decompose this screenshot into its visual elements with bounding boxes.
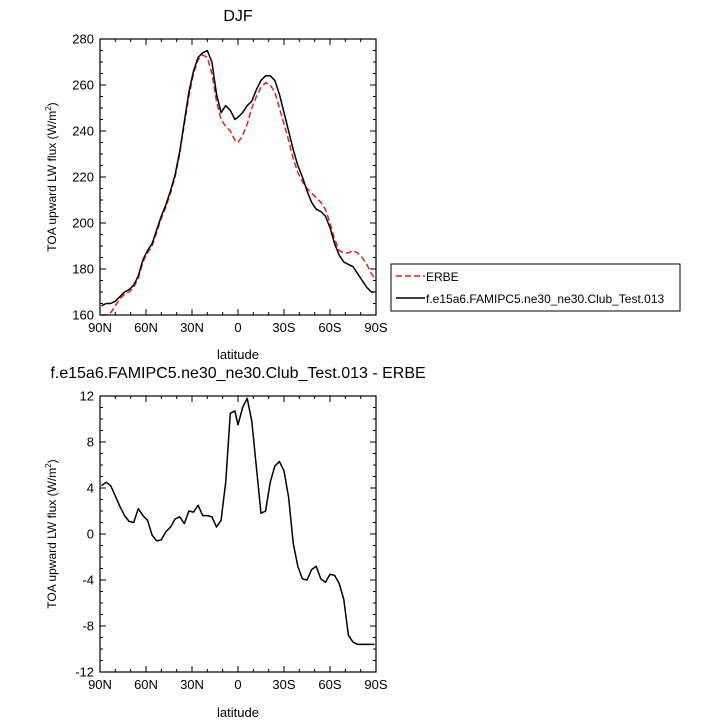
bottom-panel-frame [99,395,377,673]
bottom-panel-x-tick-label: 30S [272,677,295,692]
bottom-panel-series [101,397,375,646]
top-panel: DJF 90N 60N 30N 0 30S 60S 90S 160 180 200 220 240 26… [44,8,388,362]
top-panel-y-tick-label: 240 [72,124,94,139]
top-panel-series-line-1 [101,49,375,307]
top-panel-y-tick-label: 220 [72,170,94,185]
bottom-panel-x-tick-label: 30N [180,677,204,692]
top-panel-y-axis-label-main: TOA upward LW flux (W/m [45,111,59,252]
top-panel-x-tick-label: 30S [272,320,295,335]
bottom-panel: f.e15a6.FAMIPC5.ne30_ne30.Club_Test.013 … [44,365,426,720]
bottom-panel-title: f.e15a6.FAMIPC5.ne30_ne30.Club_Test.013 … [50,365,425,382]
bottom-panel-y-tick-label: -8 [82,619,94,634]
bottom-panel-y-axis-label: TOA upward LW flux (W/m2) [44,459,59,608]
top-panel-x-tick-label: 90S [364,320,387,335]
bottom-panel-x-axis-label: latitude [217,705,259,720]
top-panel-ticks: 90N 60N 30N 0 30S 60S 90S 160 180 200 220 240 260 280 [72,32,388,336]
bottom-panel-y-tick-label: 4 [87,481,94,496]
bottom-panel-y-axis-label-main: TOA upward LW flux (W/m [45,468,59,609]
legend-label-model: f.e15a6.FAMIPC5.ne30_ne30.Club_Test.013 [426,292,664,306]
top-panel-x-tick-label: 90N [88,320,112,335]
bottom-panel-x-tick-label: 90N [88,677,112,692]
bottom-panel-y-tick-label: 0 [87,527,94,542]
top-panel-y-axis-label-sup: 2 [44,106,53,111]
bottom-panel-x-tick-label: 90S [364,677,387,692]
top-panel-y-axis-label-close: ) [45,102,59,106]
bottom-panel-y-tick-label: 8 [87,435,94,450]
bottom-panel-y-axis-label-sup: 2 [44,463,53,468]
top-panel-y-tick-label: 260 [72,78,94,93]
bottom-panel-x-tick-label: 60N [134,677,158,692]
bottom-panel-y-tick-label: 12 [80,389,94,404]
bottom-panel-y-tick-label: -12 [75,665,94,680]
top-panel-frame [99,38,377,316]
bottom-panel-ticks: 90N 60N 30N 0 30S 60S 90S -12 -8 -4 0 4 8 12 [75,389,388,693]
top-panel-series [101,49,376,316]
legend-box [390,263,681,312]
legend-label-erbe: ERBE [426,270,459,284]
top-panel-y-tick-label: 280 [72,32,94,47]
top-panel-title: DJF [223,8,253,25]
legend: ERBE f.e15a6.FAMIPC5.ne30_ne30.Club_Test… [390,263,681,312]
top-panel-x-axis-label: latitude [217,347,259,362]
bottom-panel-y-axis-label-close: ) [45,459,59,463]
top-panel-y-tick-label: 200 [72,216,94,231]
top-panel-x-tick-label: 0 [234,320,241,335]
top-panel-x-tick-label: 60S [318,320,341,335]
top-panel-series-line-0 [101,54,376,316]
top-panel-y-tick-label: 180 [72,262,94,277]
top-panel-x-tick-label: 60N [134,320,158,335]
bottom-panel-y-tick-label: -4 [82,573,94,588]
bottom-panel-x-tick-label: 60S [318,677,341,692]
top-panel-y-tick-label: 160 [72,308,94,323]
bottom-panel-x-tick-label: 0 [234,677,241,692]
top-panel-x-tick-label: 30N [180,320,204,335]
top-panel-y-axis-label: TOA upward LW flux (W/m2) [44,102,59,251]
bottom-panel-series-line-0 [101,397,375,646]
